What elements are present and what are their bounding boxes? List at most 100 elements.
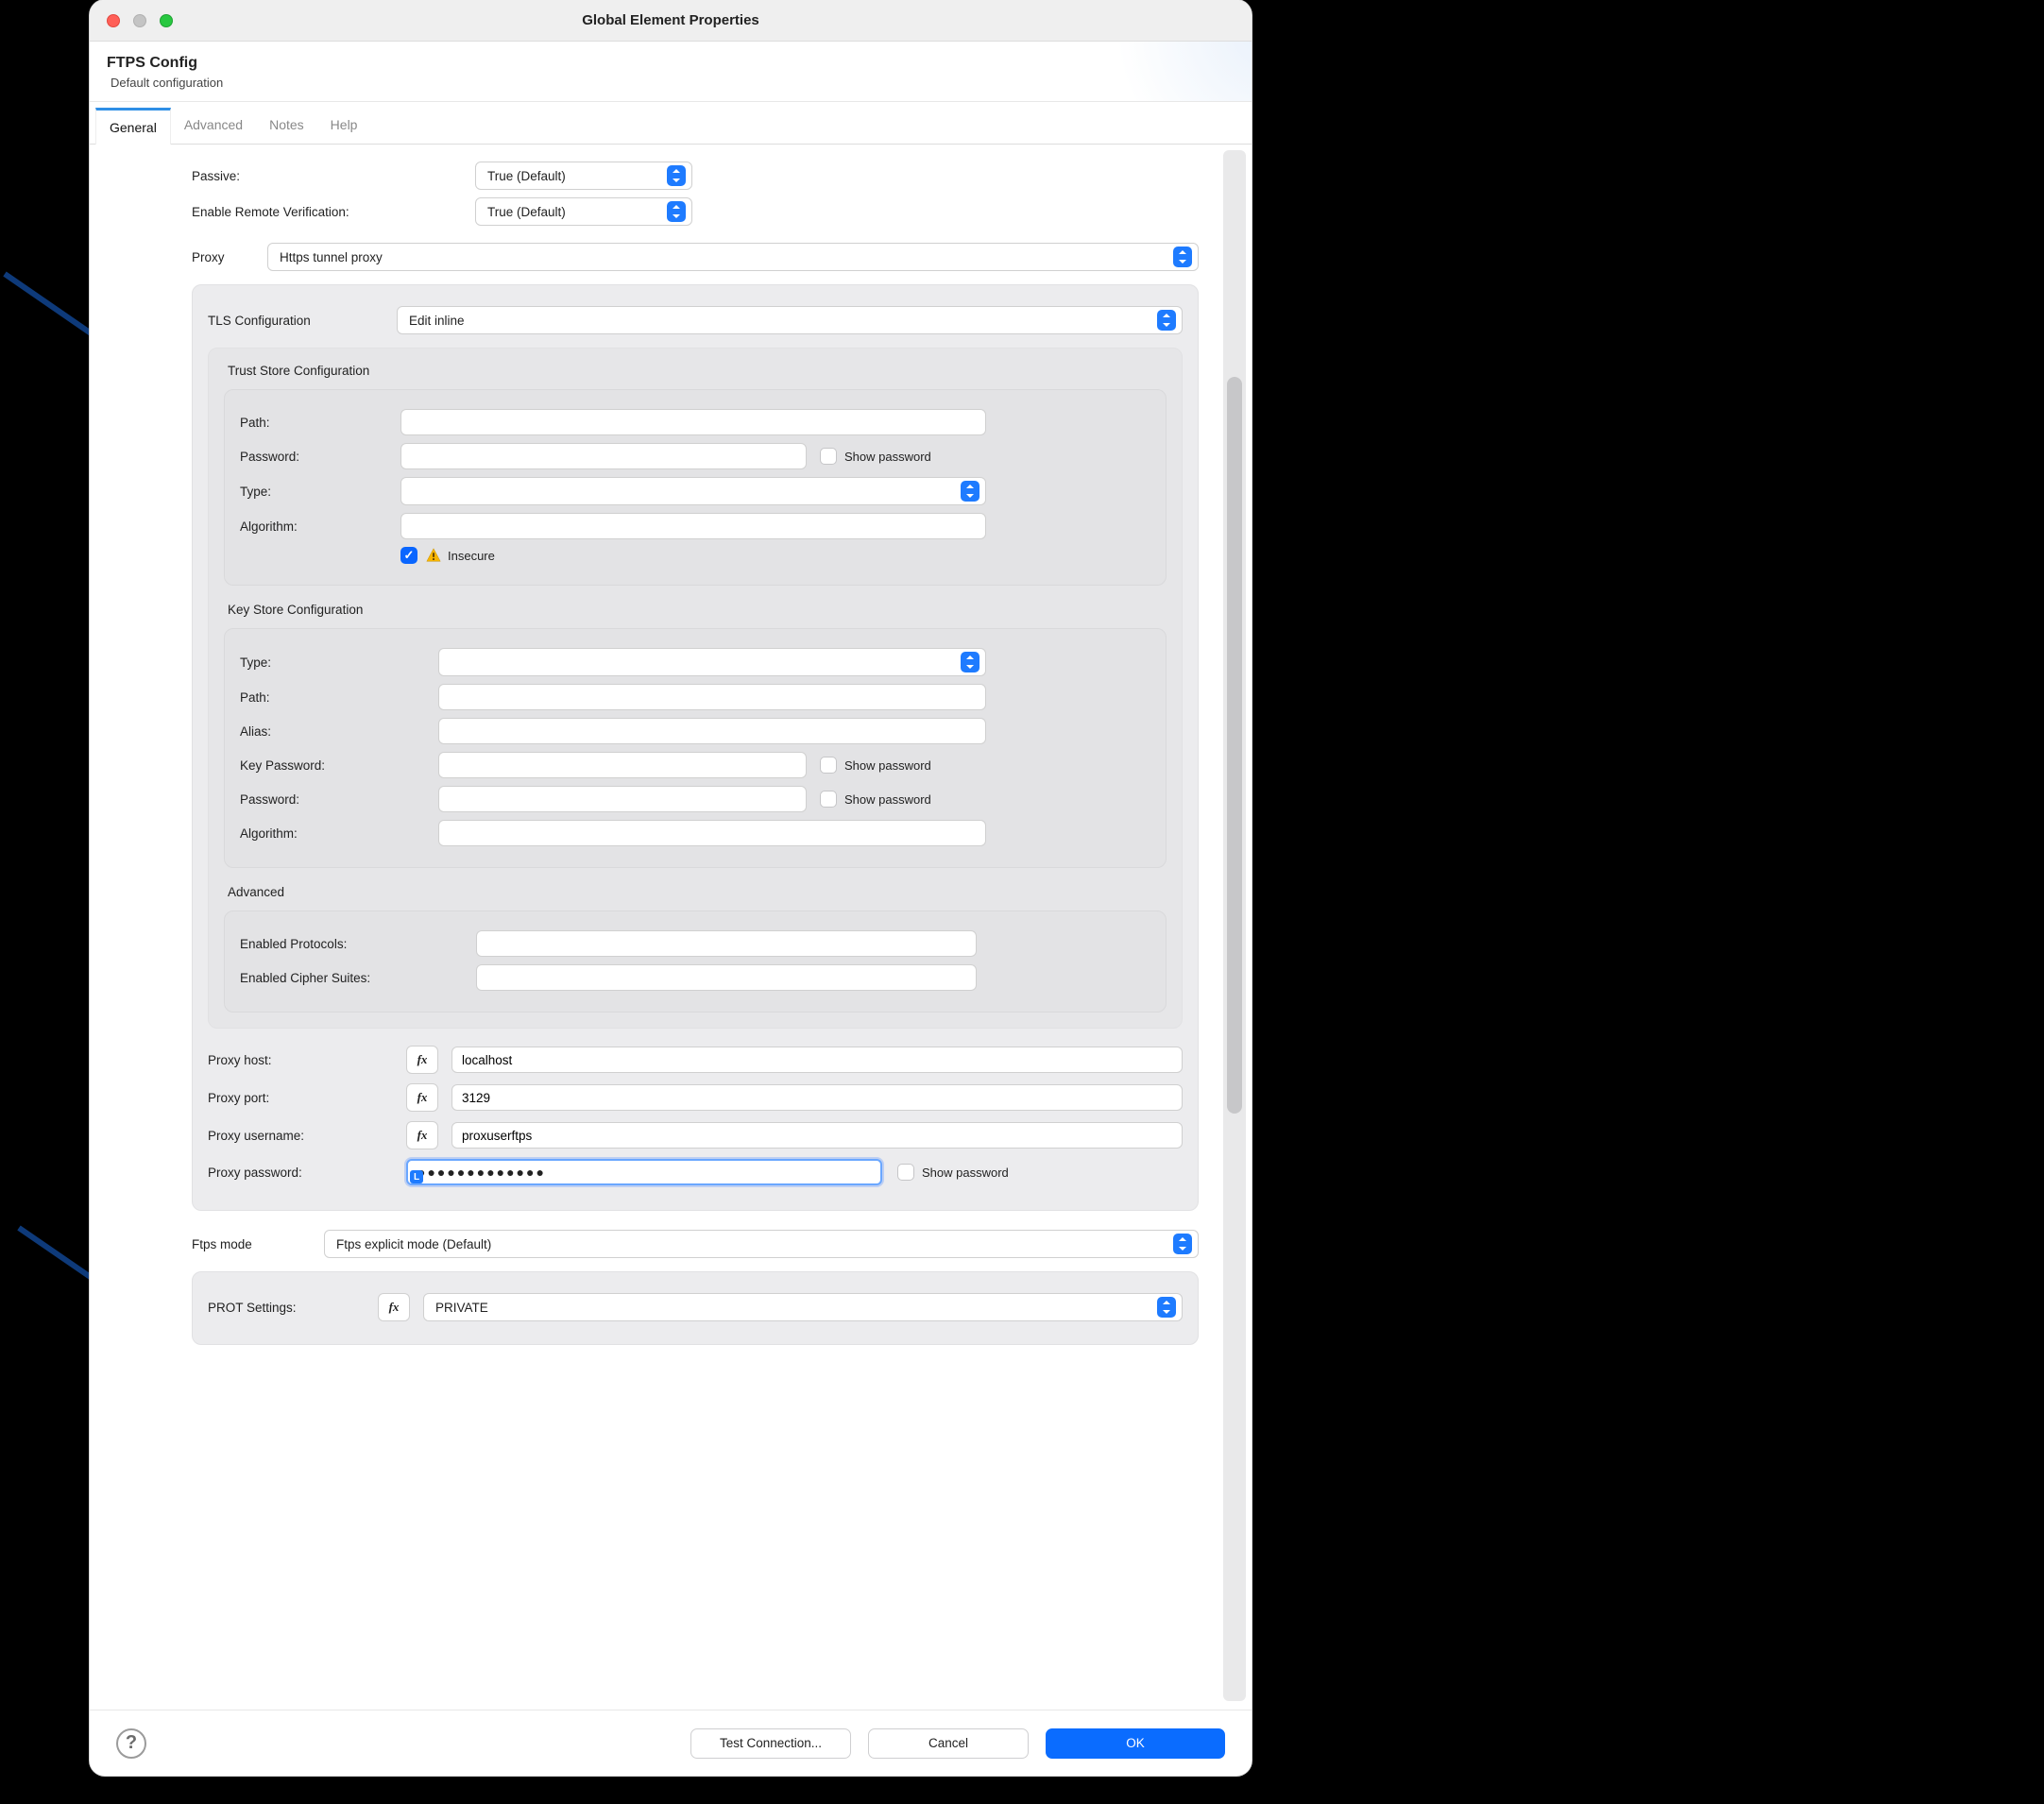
input-enabled-protocols[interactable] xyxy=(476,930,977,957)
checkbox-ks-pw-show[interactable] xyxy=(820,791,837,808)
fx-button[interactable]: fx xyxy=(378,1293,410,1321)
scrollbar[interactable] xyxy=(1223,150,1246,1701)
chevrons-icon xyxy=(1157,310,1176,331)
label-enabled-cipher: Enabled Cipher Suites: xyxy=(240,971,476,985)
form-content: Passive: True (Default) Enable Remote Ve… xyxy=(107,145,1235,1364)
tab-help[interactable]: Help xyxy=(317,108,371,144)
test-connection-button[interactable]: Test Connection... xyxy=(690,1728,851,1759)
dialog-window: Global Element Properties FTPS Config De… xyxy=(90,0,1252,1776)
input-proxy-host[interactable] xyxy=(451,1047,1183,1073)
select-remote-verification-value: True (Default) xyxy=(487,205,659,219)
content-area: Passive: True (Default) Enable Remote Ve… xyxy=(90,145,1252,1707)
select-tls-config[interactable]: Edit inline xyxy=(397,306,1183,334)
label-advanced-section: Advanced xyxy=(228,885,1167,899)
label-ks-alias: Alias: xyxy=(240,724,438,739)
input-proxy-username[interactable] xyxy=(451,1122,1183,1149)
advanced-subgroup: Enabled Protocols: Enabled Cipher Suites… xyxy=(224,911,1167,1013)
stage: Global Element Properties FTPS Config De… xyxy=(0,0,2044,1804)
select-ts-type[interactable] xyxy=(400,477,986,505)
chevrons-icon xyxy=(667,201,686,222)
label-proxy-username: Proxy username: xyxy=(208,1129,406,1143)
checkbox-ks-keypw-show[interactable] xyxy=(820,757,837,774)
input-ts-password[interactable] xyxy=(400,443,807,469)
select-ftps-mode-value: Ftps explicit mode (Default) xyxy=(336,1237,1166,1251)
help-icon[interactable]: ? xyxy=(116,1728,146,1759)
label-ks-algorithm: Algorithm: xyxy=(240,826,438,841)
label-proxy-showpw: Show password xyxy=(922,1166,1009,1180)
select-prot-settings-value: PRIVATE xyxy=(435,1301,1150,1315)
row-tls-config: TLS Configuration Edit inline xyxy=(208,306,1183,334)
label-enabled-protocols: Enabled Protocols: xyxy=(240,937,476,951)
chevrons-icon xyxy=(961,652,979,672)
input-ks-algorithm[interactable] xyxy=(438,820,986,846)
chevrons-icon xyxy=(1157,1297,1176,1318)
proxy-fields: Proxy host: fx Proxy port: fx Proxy user… xyxy=(208,1046,1183,1185)
literal-badge-icon: L xyxy=(410,1170,423,1183)
label-ks-path: Path: xyxy=(240,690,438,705)
checkbox-proxy-showpw[interactable] xyxy=(897,1164,914,1181)
input-ts-path[interactable] xyxy=(400,409,986,435)
label-tls-config: TLS Configuration xyxy=(208,314,397,328)
fx-button[interactable]: fx xyxy=(406,1083,438,1112)
proxy-password-mask: ●●●●●●●●●●●●● xyxy=(417,1165,546,1180)
titlebar: Global Element Properties xyxy=(90,0,1252,42)
tab-advanced[interactable]: Advanced xyxy=(171,108,256,144)
ok-button[interactable]: OK xyxy=(1046,1728,1225,1759)
label-proxy-host: Proxy host: xyxy=(208,1053,406,1067)
tab-notes[interactable]: Notes xyxy=(256,108,317,144)
input-proxy-port[interactable] xyxy=(451,1084,1183,1111)
input-proxy-password[interactable]: ●●●●●●●●●●●●● xyxy=(406,1159,882,1185)
input-ks-path[interactable] xyxy=(438,684,986,710)
fx-button[interactable]: fx xyxy=(406,1046,438,1074)
window-title: Global Element Properties xyxy=(90,12,1252,28)
select-remote-verification[interactable]: True (Default) xyxy=(475,197,692,226)
label-ts-type: Type: xyxy=(240,485,400,499)
label-trust-store: Trust Store Configuration xyxy=(228,364,1167,378)
row-passive: Passive: True (Default) xyxy=(192,162,1199,190)
input-enabled-cipher[interactable] xyxy=(476,964,977,991)
select-prot-settings[interactable]: PRIVATE xyxy=(423,1293,1183,1321)
label-ts-algorithm: Algorithm: xyxy=(240,519,400,534)
label-remote-verification: Enable Remote Verification: xyxy=(192,205,475,219)
label-insecure: Insecure xyxy=(448,549,495,563)
warning-icon xyxy=(425,547,442,564)
select-proxy[interactable]: Https tunnel proxy xyxy=(267,243,1199,271)
input-ks-password[interactable] xyxy=(438,786,807,812)
label-ks-pw-show: Show password xyxy=(844,792,931,807)
row-remote-verification: Enable Remote Verification: True (Defaul… xyxy=(192,197,1199,226)
label-prot-settings: PROT Settings: xyxy=(208,1301,378,1315)
chevrons-icon xyxy=(1173,247,1192,267)
scrollbar-thumb[interactable] xyxy=(1227,377,1242,1114)
chevrons-icon xyxy=(961,481,979,502)
checkbox-ts-showpw[interactable] xyxy=(820,448,837,465)
prot-settings-group: PROT Settings: fx PRIVATE xyxy=(192,1271,1199,1345)
label-proxy: Proxy xyxy=(192,250,267,264)
select-ftps-mode[interactable]: Ftps explicit mode (Default) xyxy=(324,1230,1199,1258)
label-ts-path: Path: xyxy=(240,416,400,430)
label-ts-showpw: Show password xyxy=(844,450,931,464)
label-ftps-mode: Ftps mode xyxy=(192,1237,324,1251)
select-passive-value: True (Default) xyxy=(487,169,659,183)
input-ts-algorithm[interactable] xyxy=(400,513,986,539)
select-passive[interactable]: True (Default) xyxy=(475,162,692,190)
select-ks-type[interactable] xyxy=(438,648,986,676)
row-ftps-mode: Ftps mode Ftps explicit mode (Default) xyxy=(192,1230,1199,1258)
label-ts-password: Password: xyxy=(240,450,400,464)
label-ks-type: Type: xyxy=(240,655,438,670)
tls-config-group: Trust Store Configuration Path: Password… xyxy=(208,348,1183,1029)
fx-button[interactable]: fx xyxy=(406,1121,438,1149)
cancel-button[interactable]: Cancel xyxy=(868,1728,1029,1759)
label-ks-keypw-show: Show password xyxy=(844,758,931,773)
tab-general[interactable]: General xyxy=(95,108,171,145)
proxy-config-group: TLS Configuration Edit inline Trust Stor… xyxy=(192,284,1199,1211)
chevrons-icon xyxy=(667,165,686,186)
header-decoration xyxy=(1063,42,1252,101)
input-ks-keypw[interactable] xyxy=(438,752,807,778)
checkbox-insecure[interactable] xyxy=(400,547,417,564)
input-ks-alias[interactable] xyxy=(438,718,986,744)
trust-store-subgroup: Path: Password: Show password Type: xyxy=(224,389,1167,586)
tab-bar: General Advanced Notes Help xyxy=(90,102,1252,145)
label-passive: Passive: xyxy=(192,169,475,183)
key-store-subgroup: Type: Path: Alias: xyxy=(224,628,1167,868)
select-proxy-value: Https tunnel proxy xyxy=(280,250,1166,264)
